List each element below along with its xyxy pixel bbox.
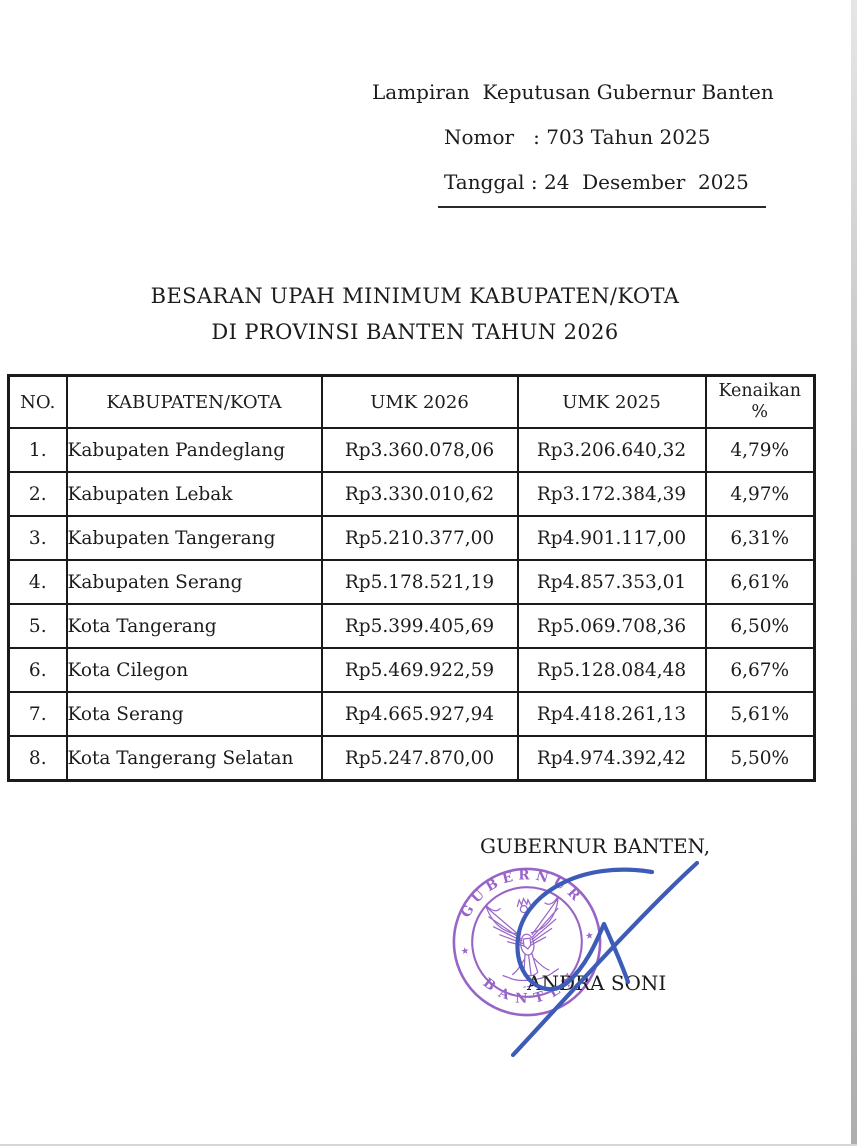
- row-umk2026: Rp5.247.870,00: [320, 735, 519, 782]
- stamp-star-right-icon: ★: [584, 930, 594, 942]
- letter-header: Lampiran Keputusan Gubernur Banten Nomor…: [372, 80, 774, 215]
- row-kenaikan: 6,61%: [704, 559, 816, 605]
- col-header-umk2025: UMK 2025: [516, 374, 707, 429]
- table-row: 4. Kabupaten Serang Rp5.178.521,19 Rp4.8…: [7, 559, 816, 605]
- stamp-star-left-icon: ★: [460, 945, 470, 957]
- row-no: 8.: [7, 735, 68, 782]
- tanggal-line: Tanggal : 24 Desember 2025: [444, 170, 749, 194]
- col-header-kenaikan: Kenaikan %: [704, 374, 816, 429]
- row-no: 6.: [7, 647, 68, 693]
- row-region: Kota Cilegon: [65, 647, 323, 693]
- row-umk2026: Rp5.399.405,69: [320, 603, 519, 649]
- row-umk2025: Rp3.206.640,32: [516, 427, 707, 473]
- document-title-line1: BESARAN UPAH MINIMUM KABUPATEN/KOTA: [150, 284, 680, 308]
- nomor-line: Nomor : 703 Tahun 2025: [444, 125, 711, 149]
- scan-edge-right: [851, 0, 857, 1146]
- row-no: 1.: [7, 427, 68, 473]
- table-row: 1. Kabupaten Pandeglang Rp3.360.078,06 R…: [7, 427, 816, 473]
- row-kenaikan: 6,31%: [704, 515, 816, 561]
- row-region: Kota Tangerang Selatan: [65, 735, 323, 782]
- row-kenaikan: 6,50%: [704, 603, 816, 649]
- table-row: 5. Kota Tangerang Rp5.399.405,69 Rp5.069…: [7, 603, 816, 649]
- row-no: 4.: [7, 559, 68, 605]
- row-umk2026: Rp5.210.377,00: [320, 515, 519, 561]
- document-title: BESARAN UPAH MINIMUM KABUPATEN/KOTA DI P…: [0, 284, 830, 344]
- row-region: Kabupaten Serang: [65, 559, 323, 605]
- table-row: 2. Kabupaten Lebak Rp3.330.010,62 Rp3.17…: [7, 471, 816, 517]
- row-umk2026: Rp4.665.927,94: [320, 691, 519, 737]
- signatory-title: GUBERNUR BANTEN,: [480, 834, 711, 858]
- row-kenaikan: 4,97%: [704, 471, 816, 517]
- table-row: 7. Kota Serang Rp4.665.927,94 Rp4.418.26…: [7, 691, 816, 737]
- row-umk2026: Rp5.178.521,19: [320, 559, 519, 605]
- row-umk2026: Rp3.360.078,06: [320, 427, 519, 473]
- row-umk2025: Rp4.901.117,00: [516, 515, 707, 561]
- row-region: Kabupaten Tangerang: [65, 515, 323, 561]
- row-no: 7.: [7, 691, 68, 737]
- table-row: 8. Kota Tangerang Selatan Rp5.247.870,00…: [7, 735, 816, 782]
- handwritten-signature: [510, 860, 700, 1058]
- umk-table: NO. KABUPATEN/KOTA UMK 2026 UMK 2025 Ken…: [7, 374, 816, 782]
- row-region: Kabupaten Pandeglang: [65, 427, 323, 473]
- row-kenaikan: 5,50%: [704, 735, 816, 782]
- row-umk2025: Rp3.172.384,39: [516, 471, 707, 517]
- col-header-umk2026: UMK 2026: [320, 374, 519, 429]
- row-umk2026: Rp3.330.010,62: [320, 471, 519, 517]
- row-umk2025: Rp5.069.708,36: [516, 603, 707, 649]
- document-title-line2: DI PROVINSI BANTEN TAHUN 2026: [211, 320, 619, 344]
- row-no: 3.: [7, 515, 68, 561]
- row-no: 5.: [7, 603, 68, 649]
- col-header-kenaikan-line2: %: [751, 402, 769, 422]
- row-kenaikan: 5,61%: [704, 691, 816, 737]
- col-header-region: KABUPATEN/KOTA: [65, 374, 323, 429]
- table-row: 6. Kota Cilegon Rp5.469.922,59 Rp5.128.0…: [7, 647, 816, 693]
- row-region: Kabupaten Lebak: [65, 471, 323, 517]
- row-kenaikan: 6,67%: [704, 647, 816, 693]
- row-region: Kota Tangerang: [65, 603, 323, 649]
- row-kenaikan: 4,79%: [704, 427, 816, 473]
- row-umk2025: Rp5.128.084,48: [516, 647, 707, 693]
- col-header-kenaikan-line1: Kenaikan: [718, 381, 802, 401]
- row-umk2026: Rp5.469.922,59: [320, 647, 519, 693]
- row-umk2025: Rp4.974.392,42: [516, 735, 707, 782]
- row-umk2025: Rp4.418.261,13: [516, 691, 707, 737]
- row-no: 2.: [7, 471, 68, 517]
- official-stamp-seal: GUBERNUR BANTEN ★ ★: [452, 860, 602, 1017]
- tanggal-underline: [438, 206, 766, 208]
- row-umk2025: Rp4.857.353,01: [516, 559, 707, 605]
- scan-edge-bottom: [0, 1144, 857, 1146]
- table-row: 3. Kabupaten Tangerang Rp5.210.377,00 Rp…: [7, 515, 816, 561]
- row-region: Kota Serang: [65, 691, 323, 737]
- table-header-row: NO. KABUPATEN/KOTA UMK 2026 UMK 2025 Ken…: [7, 374, 816, 429]
- col-header-no: NO.: [7, 374, 68, 429]
- lampiran-line: Lampiran Keputusan Gubernur Banten: [372, 80, 774, 104]
